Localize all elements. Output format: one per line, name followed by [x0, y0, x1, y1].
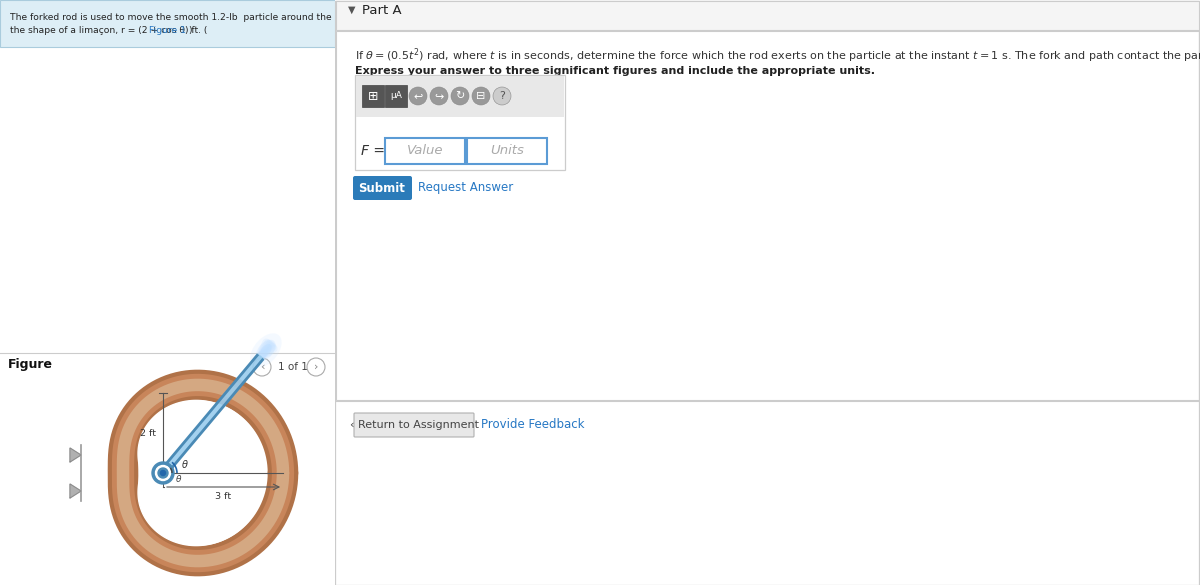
Text: ▼: ▼ [348, 5, 355, 15]
Text: The forked rod is used to move the smooth 1.2-lb  particle around the horizontal: The forked rod is used to move the smoot… [10, 13, 416, 22]
Circle shape [161, 470, 166, 476]
Text: Express your answer to three significant figures and include the appropriate uni: Express your answer to three significant… [355, 66, 875, 76]
Text: ⊟: ⊟ [476, 91, 486, 101]
Circle shape [307, 358, 325, 376]
Text: 1 of 1: 1 of 1 [278, 362, 308, 372]
Polygon shape [70, 484, 82, 498]
Text: Part A: Part A [362, 4, 402, 16]
Text: If $\theta = (0.5t^2)$ rad, where $t$ is in seconds, determine the force which t: If $\theta = (0.5t^2)$ rad, where $t$ is… [355, 46, 1200, 64]
Text: θ̇: θ̇ [176, 474, 181, 483]
Text: ›: › [314, 362, 318, 372]
Text: ↩: ↩ [413, 91, 422, 101]
Text: Figure 1: Figure 1 [149, 26, 186, 35]
FancyBboxPatch shape [336, 1, 1199, 30]
Text: Value: Value [407, 144, 443, 157]
Text: F =: F = [361, 144, 385, 158]
Text: Provide Feedback: Provide Feedback [481, 418, 584, 432]
Text: ): ) [188, 26, 192, 35]
Text: Submit: Submit [359, 181, 406, 194]
Text: μA: μA [390, 91, 402, 101]
Circle shape [158, 468, 168, 478]
Text: ↻: ↻ [455, 91, 464, 101]
Circle shape [152, 462, 174, 484]
Circle shape [409, 87, 427, 105]
Text: Units: Units [490, 144, 524, 157]
Text: ?: ? [499, 91, 505, 101]
Ellipse shape [250, 333, 282, 367]
Polygon shape [70, 448, 82, 462]
FancyBboxPatch shape [0, 0, 335, 47]
Circle shape [472, 87, 490, 105]
Circle shape [451, 87, 469, 105]
Circle shape [156, 466, 170, 480]
Polygon shape [161, 355, 263, 475]
Polygon shape [138, 400, 266, 546]
FancyBboxPatch shape [355, 75, 565, 170]
FancyBboxPatch shape [356, 76, 564, 117]
Circle shape [253, 358, 271, 376]
FancyBboxPatch shape [467, 138, 547, 164]
FancyBboxPatch shape [385, 138, 466, 164]
Text: ‹ Return to Assignment: ‹ Return to Assignment [349, 420, 479, 430]
FancyBboxPatch shape [353, 176, 412, 200]
Text: ↪: ↪ [434, 91, 444, 101]
Circle shape [493, 87, 511, 105]
Text: Request Answer: Request Answer [418, 181, 514, 194]
FancyBboxPatch shape [354, 413, 474, 437]
Text: θ: θ [182, 460, 188, 470]
Text: 2 ft: 2 ft [140, 428, 156, 438]
Ellipse shape [260, 344, 271, 357]
Text: 3 ft: 3 ft [215, 492, 232, 501]
Circle shape [430, 87, 448, 105]
Ellipse shape [256, 340, 276, 361]
Text: ⊞: ⊞ [367, 90, 378, 102]
Text: ‹: ‹ [259, 362, 264, 372]
FancyBboxPatch shape [362, 85, 384, 107]
FancyBboxPatch shape [385, 85, 407, 107]
Text: the shape of a limaçon, r = (2 + cos θ) ft. (: the shape of a limaçon, r = (2 + cos θ) … [10, 26, 208, 35]
Text: Figure: Figure [8, 358, 53, 371]
